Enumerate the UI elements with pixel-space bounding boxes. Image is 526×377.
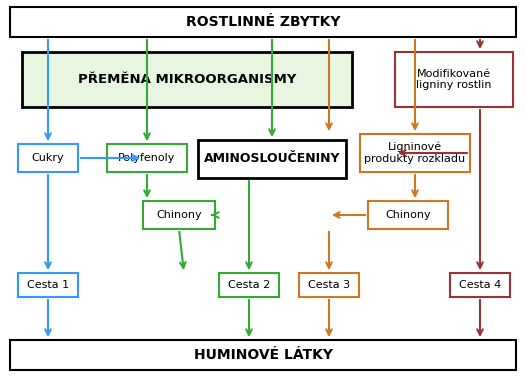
FancyBboxPatch shape bbox=[299, 273, 359, 297]
Text: PŘEMĚNA MIKROORGANISMY: PŘEMĚNA MIKROORGANISMY bbox=[78, 73, 296, 86]
FancyBboxPatch shape bbox=[395, 52, 513, 107]
FancyBboxPatch shape bbox=[360, 134, 470, 172]
Text: Cesta 4: Cesta 4 bbox=[459, 280, 501, 290]
FancyBboxPatch shape bbox=[10, 7, 516, 37]
Text: Chinony: Chinony bbox=[385, 210, 431, 220]
FancyBboxPatch shape bbox=[10, 340, 516, 370]
Text: AMINOSLOUČENINY: AMINOSLOUČENINY bbox=[204, 153, 340, 166]
FancyBboxPatch shape bbox=[18, 144, 78, 172]
Text: Chinony: Chinony bbox=[156, 210, 202, 220]
Text: Polyfenoly: Polyfenoly bbox=[118, 153, 176, 163]
FancyBboxPatch shape bbox=[219, 273, 279, 297]
Text: Ligninové
produkty rozkladu: Ligninové produkty rozkladu bbox=[365, 142, 466, 164]
Text: HUMINOVÉ LÁTKY: HUMINOVÉ LÁTKY bbox=[194, 348, 332, 362]
Text: Cukry: Cukry bbox=[32, 153, 64, 163]
Text: Cesta 1: Cesta 1 bbox=[27, 280, 69, 290]
FancyBboxPatch shape bbox=[368, 201, 448, 229]
FancyBboxPatch shape bbox=[107, 144, 187, 172]
FancyBboxPatch shape bbox=[18, 273, 78, 297]
FancyBboxPatch shape bbox=[198, 140, 346, 178]
Text: Cesta 2: Cesta 2 bbox=[228, 280, 270, 290]
FancyBboxPatch shape bbox=[143, 201, 215, 229]
Text: Cesta 3: Cesta 3 bbox=[308, 280, 350, 290]
FancyBboxPatch shape bbox=[22, 52, 352, 107]
Text: ROSTLINNÉ ZBYTKY: ROSTLINNÉ ZBYTKY bbox=[186, 15, 340, 29]
FancyBboxPatch shape bbox=[450, 273, 510, 297]
Text: Modifikované
ligniny rostlin: Modifikované ligniny rostlin bbox=[416, 69, 492, 90]
